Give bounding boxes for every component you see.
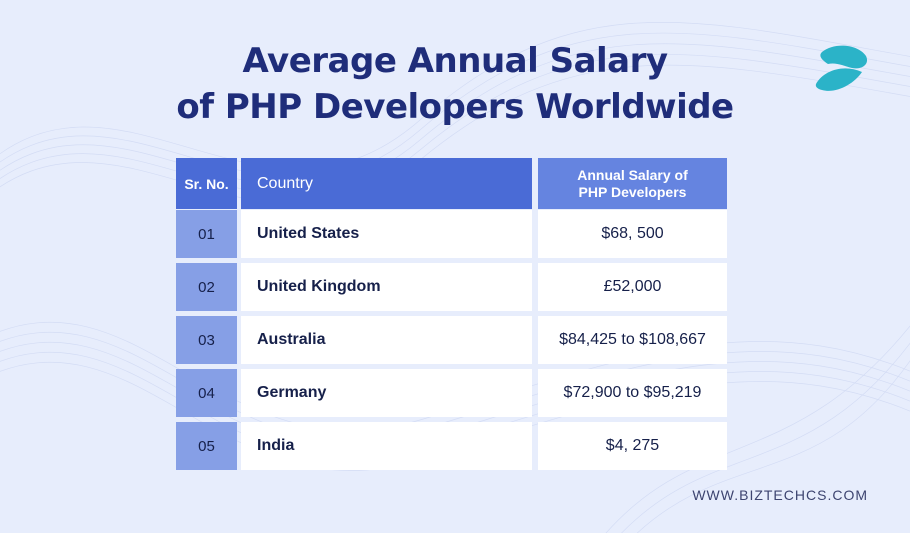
table-row: 02 United Kingdom £52,000 [176,263,727,311]
row-number: 01 [176,210,237,258]
row-country: United Kingdom [241,263,532,311]
page-title: Average Annual Salary of PHP Developers … [0,38,910,130]
header-annual-salary-label: Annual Salary of PHP Developers [577,166,688,200]
biztech-logo-icon [815,45,868,91]
table-row: 05 India $4, 275 [176,422,727,470]
website-url: WWW.BIZTECHCS.COM [692,487,868,503]
row-salary: £52,000 [538,263,727,311]
row-country: India [241,422,532,470]
row-country: Australia [241,316,532,364]
row-number: 04 [176,369,237,417]
row-country: United States [241,210,532,258]
table-row: 01 United States $68, 500 [176,210,727,258]
row-number: 03 [176,316,237,364]
header-annual-salary: Annual Salary of PHP Developers [538,158,727,209]
table-row: 03 Australia $84,425 to $108,667 [176,316,727,364]
row-number: 05 [176,422,237,470]
salary-table: Sr. No. Country Annual Salary of PHP Dev… [176,158,727,475]
row-country: Germany [241,369,532,417]
row-salary: $4, 275 [538,422,727,470]
title-line-1: Average Annual Salary [242,41,668,81]
row-number: 02 [176,263,237,311]
row-salary: $68, 500 [538,210,727,258]
table-header-row: Sr. No. Country Annual Salary of PHP Dev… [176,158,727,209]
header-sr-no: Sr. No. [176,158,237,209]
row-salary: $84,425 to $108,667 [538,316,727,364]
header-country: Country [241,158,532,209]
row-salary: $72,900 to $95,219 [538,369,727,417]
title-line-2: of PHP Developers Worldwide [176,87,734,127]
table-row: 04 Germany $72,900 to $95,219 [176,369,727,417]
